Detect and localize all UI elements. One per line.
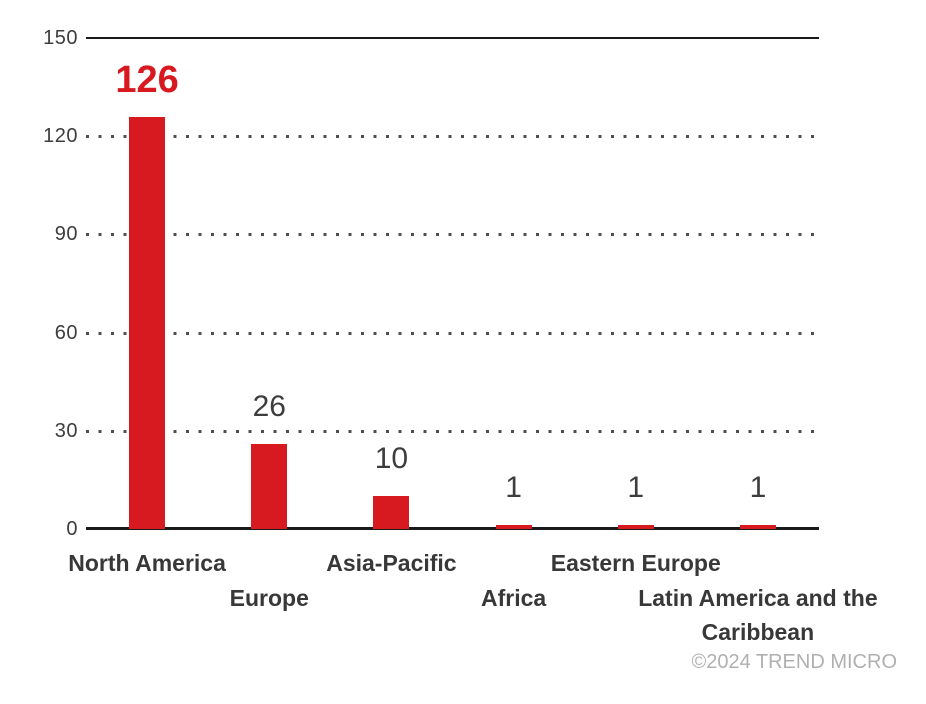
gridline-90 <box>86 233 819 237</box>
bar-value-label: 1 <box>749 471 767 504</box>
bar <box>373 496 410 529</box>
bar <box>739 525 776 529</box>
gridline-30 <box>86 429 819 433</box>
gridline-150 <box>86 37 819 39</box>
y-tick-label-0: 0 <box>66 518 78 540</box>
y-tick-label-150: 150 <box>43 27 78 49</box>
category-label: Africa <box>480 585 547 611</box>
y-tick-label-90: 90 <box>54 223 78 246</box>
category-label: North America <box>68 550 226 576</box>
bar-value-label: 126 <box>115 58 179 101</box>
gridline-120 <box>86 135 819 139</box>
copyright-watermark: ©2024 TREND MICRO <box>691 651 897 673</box>
y-tick-label-60: 60 <box>54 321 78 344</box>
bar-value-label: 10 <box>374 442 409 476</box>
category-label: Asia-Pacific <box>326 550 457 576</box>
bar-value-label: 26 <box>252 389 286 423</box>
y-tick-label-30: 30 <box>54 419 78 442</box>
category-label: Europe <box>229 585 309 611</box>
y-tick-label-120: 120 <box>43 125 78 148</box>
gridline-0 <box>86 527 819 530</box>
bar-value-label: 1 <box>627 471 645 504</box>
gridline-60 <box>86 331 819 335</box>
bar <box>617 525 654 529</box>
bar <box>251 443 288 529</box>
category-label: Latin America and the Caribbean <box>638 585 878 645</box>
category-label: Eastern Europe <box>550 550 721 576</box>
bar-value-label: 1 <box>505 471 522 504</box>
bar <box>495 525 532 529</box>
bar <box>129 116 166 529</box>
